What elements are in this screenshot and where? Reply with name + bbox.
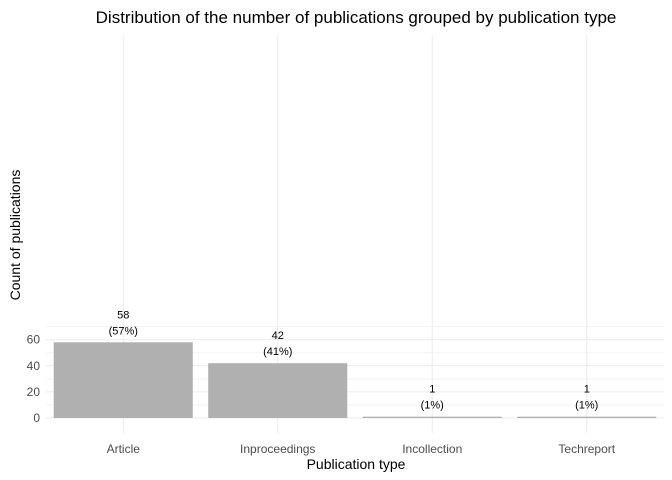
bar-inproceedings bbox=[208, 363, 348, 418]
x-tick-label: Incollection bbox=[402, 442, 462, 456]
x-tick-label: Techreport bbox=[558, 442, 615, 456]
bar-percent-label: (1%) bbox=[575, 400, 598, 412]
y-tick-label: 60 bbox=[27, 333, 41, 347]
bar-value-label: 42 bbox=[272, 330, 284, 342]
bar-incollection bbox=[362, 416, 502, 418]
bars bbox=[53, 342, 657, 418]
y-tick-label: 0 bbox=[33, 411, 40, 425]
x-axis-ticks: Article Inproceedings Incollection Techrepo… bbox=[107, 442, 616, 456]
bar-percent-label: (1%) bbox=[421, 400, 444, 412]
y-axis-title: Count of publications bbox=[7, 170, 23, 301]
bar-percent-label: (41%) bbox=[263, 346, 292, 358]
y-axis-ticks: 0 20 40 60 bbox=[27, 333, 41, 425]
x-tick-label: Article bbox=[107, 442, 141, 456]
chart-title: Distribution of the number of publicatio… bbox=[96, 8, 617, 27]
y-tick-label: 20 bbox=[27, 385, 41, 399]
x-axis-title: Publication type bbox=[307, 456, 406, 472]
bar-percent-label: (57%) bbox=[109, 325, 138, 337]
data-labels: 58 (57%) 42 (41%) 1 (1%) 1 (1%) bbox=[109, 309, 599, 411]
y-tick-label: 40 bbox=[27, 359, 41, 373]
bar-value-label: 1 bbox=[429, 384, 435, 396]
x-tick-label: Inproceedings bbox=[240, 442, 315, 456]
bar-article bbox=[53, 342, 193, 418]
bar-value-label: 1 bbox=[584, 384, 590, 396]
bar-techreport bbox=[517, 416, 657, 418]
bar-value-label: 58 bbox=[117, 309, 129, 321]
